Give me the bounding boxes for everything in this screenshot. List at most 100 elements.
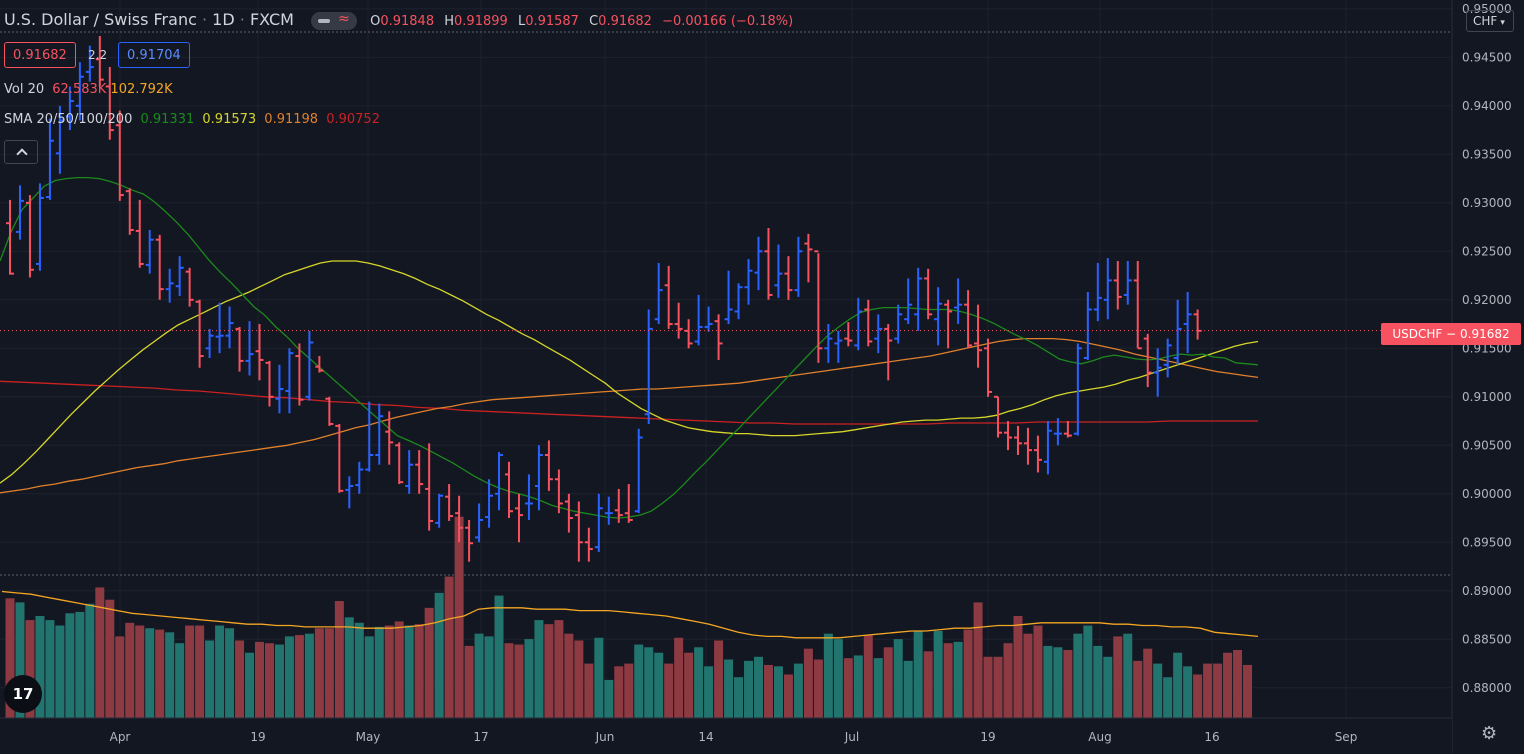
volume-bar <box>1223 652 1233 718</box>
volume-bar <box>973 602 983 718</box>
price-tick-label: 0.94000 <box>1462 99 1512 113</box>
close-value: 0.91682 <box>598 14 652 29</box>
volume-bar <box>15 602 25 718</box>
volume-bar <box>155 629 165 718</box>
volume-bar <box>1093 645 1103 718</box>
volume-bar <box>304 633 314 718</box>
price-tick-label: 0.88500 <box>1462 632 1512 646</box>
volume-bar <box>544 624 554 718</box>
volume-bar <box>1043 645 1053 718</box>
volume-bar <box>1063 650 1073 718</box>
volume-bar <box>554 620 564 718</box>
currency-selector[interactable]: CHF ▾ <box>1466 10 1514 32</box>
volume-bar <box>195 625 205 718</box>
volume-bar <box>943 643 953 718</box>
volume-bar <box>1113 636 1123 718</box>
volume-bar <box>1183 666 1193 718</box>
volume-bar <box>245 652 255 718</box>
volume-bar <box>694 647 704 718</box>
time-tick-label: Aug <box>1088 730 1111 744</box>
sma50-line <box>0 260 1259 484</box>
price-tick-label: 0.95000 <box>1462 2 1512 16</box>
volume-bar <box>314 628 324 718</box>
volume-bar <box>614 666 624 718</box>
volume-bar <box>504 643 514 718</box>
sma-legend[interactable]: SMA 20/50/100/200 0.91331 0.91573 0.9119… <box>4 112 380 127</box>
open-value: 0.91848 <box>380 14 435 29</box>
volume-bar <box>803 648 813 718</box>
volume-bar <box>923 651 933 718</box>
volume-legend[interactable]: Vol 20 62.583K 102.792K <box>4 82 173 97</box>
volume-bar <box>724 659 734 718</box>
volume-bar <box>993 656 1003 718</box>
price-tick-label: 0.89000 <box>1462 584 1512 598</box>
sma20-line <box>0 176 1259 519</box>
volume-bar <box>1023 633 1033 718</box>
last-price-label: USDCHF − 0.91682 <box>1381 323 1521 345</box>
volume-bar <box>215 625 225 718</box>
volume-bar <box>1033 625 1043 718</box>
volume-bar <box>255 641 264 718</box>
time-tick-label: 17 <box>473 730 488 744</box>
volume-bar <box>953 641 963 718</box>
volume-bar <box>634 644 644 718</box>
collapse-legend-button[interactable] <box>4 140 38 164</box>
volume-bar <box>85 603 95 718</box>
price-tick-label: 0.90500 <box>1462 438 1512 452</box>
volume-bar <box>564 633 574 718</box>
volume-bar <box>594 637 604 718</box>
sell-price-button[interactable]: 0.91682 <box>4 42 76 68</box>
sma100-line <box>0 337 1259 494</box>
volume-bar <box>1013 616 1023 718</box>
chevron-up-icon <box>16 148 28 160</box>
tradingview-logo-icon[interactable]: 17 <box>4 675 42 713</box>
price-tick-label: 0.92000 <box>1462 293 1512 307</box>
legend-title-row: U.S. Dollar / Swiss Franc · 1D · FXCM ≈ … <box>4 10 794 30</box>
price-tick-label: 0.92500 <box>1462 244 1512 258</box>
volume-bar <box>793 663 803 718</box>
volume-bar <box>294 635 304 718</box>
volume-bar <box>734 677 744 718</box>
volume-bar <box>394 621 404 718</box>
volume-bar <box>374 626 384 718</box>
volume-bar <box>1053 647 1063 718</box>
price-tick-label: 0.89500 <box>1462 535 1512 549</box>
high-value: 0.91899 <box>454 14 508 29</box>
buy-price-button[interactable]: 0.91704 <box>118 42 190 68</box>
volume-bar <box>644 647 654 718</box>
volume-bar <box>963 629 973 718</box>
time-tick-label: Jul <box>844 730 859 744</box>
volume-bar <box>474 633 484 718</box>
volume-bar <box>604 679 614 718</box>
volume-bar <box>95 587 105 718</box>
volume-bar <box>783 674 793 718</box>
volume-bar <box>873 658 883 718</box>
volume-bar <box>185 625 195 718</box>
time-tick-label: Sep <box>1335 730 1358 744</box>
volume-bar <box>833 639 843 718</box>
settings-gear-icon[interactable]: ⚙ <box>1481 723 1498 744</box>
volume-bar <box>883 647 893 718</box>
volume-bar <box>354 622 364 718</box>
volume-bar <box>135 625 145 718</box>
volume-bar <box>115 636 125 718</box>
volume-bar <box>235 640 245 718</box>
price-axis-bg <box>1452 0 1524 754</box>
volume-bar <box>524 639 534 718</box>
chevron-down-icon: ▾ <box>1500 18 1505 28</box>
price-tick-label: 0.93500 <box>1462 147 1512 161</box>
volume-bar <box>434 592 444 718</box>
volume-bar <box>1203 663 1213 718</box>
volume-bar <box>704 666 714 718</box>
time-tick-label: Jun <box>595 730 615 744</box>
time-tick-label: 19 <box>980 730 995 744</box>
compare-toggle-button[interactable]: ≈ <box>311 11 358 30</box>
volume-bar <box>1083 625 1093 718</box>
volume-bar <box>384 625 394 718</box>
interval-label[interactable]: 1D <box>212 10 235 29</box>
volume-bar <box>744 660 754 718</box>
volume-bar <box>464 645 474 718</box>
volume-bar <box>55 625 65 718</box>
